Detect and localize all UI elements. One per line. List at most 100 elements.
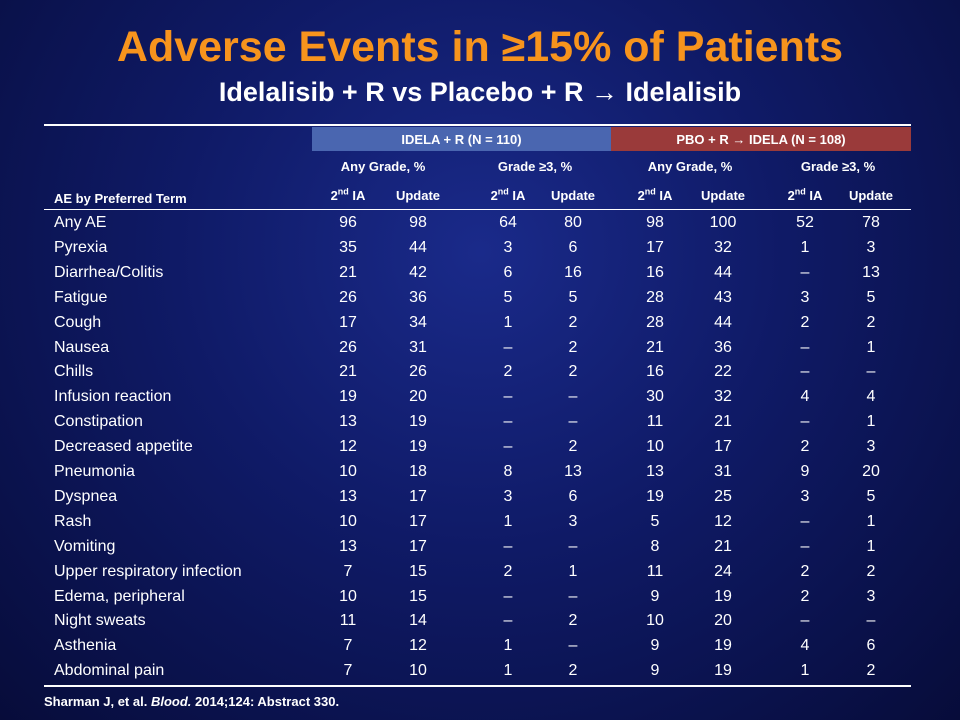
table-cell: 15: [409, 562, 427, 580]
subgroup-header: Any Grade, %: [647, 159, 733, 174]
table-cell: –: [568, 587, 578, 605]
ia-ordinal: nd: [794, 186, 806, 197]
citation: Sharman J, et al. Blood. 2014;124: Abstr…: [44, 694, 339, 709]
table-cell: 36: [714, 338, 732, 356]
table-cell: 2: [800, 438, 810, 456]
table-cell: 44: [409, 238, 427, 256]
table-cell: –: [503, 612, 513, 630]
ia-suffix: IA: [348, 188, 366, 203]
table-cell: 10: [646, 612, 664, 630]
ia-number: 2: [787, 188, 795, 203]
ia-number: 2: [637, 188, 645, 203]
ae-term: Any AE: [54, 214, 107, 231]
table-bottom-rule: [44, 685, 911, 687]
table-row: Rash 10 17 1 3 5 12 – 1: [0, 510, 960, 534]
table-cell: 9: [650, 662, 660, 680]
table-cell: 96: [339, 214, 357, 231]
table-cell: 1: [800, 662, 810, 680]
ia-suffix: IA: [655, 188, 673, 203]
subgroup-header: Any Grade, %: [340, 159, 426, 174]
table-cell: 3: [800, 288, 810, 306]
table-row: Asthenia 7 12 1 – 9 19 4 6: [0, 634, 960, 658]
ae-term: Abdominal pain: [54, 662, 165, 680]
table-cell: 78: [862, 214, 880, 231]
subgroup-header: Grade ≥3, %: [497, 159, 573, 174]
ae-term: Dyspnea: [54, 487, 118, 505]
table-cell: 21: [339, 263, 357, 281]
ia-suffix: IA: [508, 188, 526, 203]
table-cell: 8: [503, 463, 513, 480]
table-cell: 30: [646, 388, 664, 406]
table-cell: 6: [568, 238, 578, 256]
table-cell: 14: [409, 612, 427, 630]
table-cell: 19: [714, 662, 732, 680]
table-row: Chills 21 26 2 2 16 22– –: [0, 360, 960, 384]
table-cell: –: [800, 512, 810, 530]
table-cell: 4: [800, 637, 810, 655]
table-cell: 64: [499, 214, 517, 231]
table-cell: –: [800, 612, 810, 630]
table-cell: –: [503, 537, 513, 555]
table-cell: –: [800, 263, 810, 281]
table-cell: 5: [503, 288, 513, 306]
ae-term: Chills: [54, 363, 94, 381]
column-header-2nd-ia: 2nd IA: [313, 187, 383, 205]
column-header-2nd-ia: 2nd IA: [770, 187, 840, 205]
table-cell: 13: [564, 463, 582, 480]
table-cell: 22: [714, 363, 732, 381]
ae-term: Upper respiratory infection: [54, 562, 242, 580]
table-row: Night sweats 11 14 – 2 10 20 – –: [0, 609, 960, 633]
column-header-update: Update: [700, 188, 746, 203]
table-cell: 6: [568, 487, 578, 505]
table-cell: 26: [339, 288, 357, 306]
table-row: Abdominal pain 7 10 1 2 9 19 1 2: [0, 659, 960, 683]
table-row: Pyrexia 35 44 3 6 17 32 1 3: [0, 236, 960, 260]
ae-term: Infusion reaction: [54, 388, 172, 406]
table-cell: 21: [646, 338, 664, 356]
table-cell: 80: [564, 214, 582, 231]
table-row: Dyspnea 13 17 3 6 19 25 3 5: [0, 485, 960, 509]
table-cell: 3: [866, 587, 876, 605]
table-row: Diarrhea/Colitis 21 42 6 16 16 44 – 13: [0, 261, 960, 285]
table-cell: 2: [568, 612, 578, 630]
table-cell: 2: [568, 338, 578, 356]
ae-term: Cough: [54, 313, 102, 331]
table-cell: 3: [568, 512, 578, 530]
table-cell: 17: [714, 438, 732, 456]
header-divider: [44, 209, 911, 210]
table-cell: 2: [866, 562, 876, 580]
ae-term-header: AE by Preferred Term: [54, 191, 187, 206]
table-cell: 36: [409, 288, 427, 306]
table-cell: 9: [650, 587, 660, 605]
table-cell: 1: [866, 512, 876, 530]
table-cell: 26: [409, 363, 427, 381]
table-cell: 98: [409, 214, 427, 231]
table-cell: 19: [409, 413, 427, 431]
table-cell: 1: [503, 512, 513, 530]
table-cell: 12: [714, 512, 732, 530]
table-cell: 2: [866, 313, 876, 331]
ae-term: Nausea: [54, 338, 110, 356]
ia-number: 2: [330, 188, 338, 203]
table-cell: 1: [568, 562, 578, 580]
table-cell: 1: [866, 537, 876, 555]
table-cell: –: [568, 413, 578, 431]
table-cell: 12: [339, 438, 357, 456]
table-cell: 13: [339, 487, 357, 505]
table-cell: –: [866, 612, 876, 630]
table-cell: 5: [866, 487, 876, 505]
table-cell: 21: [714, 413, 732, 431]
table-row: Infusion reaction 19 20 – – 30 32 4 4: [0, 385, 960, 409]
table-cell: 6: [866, 637, 876, 655]
table-cell: 1: [503, 662, 513, 680]
table-cell: 4: [800, 388, 810, 406]
table-cell: 42: [409, 263, 427, 281]
table-cell: –: [568, 388, 578, 406]
table-row: Constipation 13 19 – – 11 21 – 1: [0, 410, 960, 434]
table-cell: 21: [339, 363, 357, 381]
table-cell: 9: [650, 637, 660, 655]
group-header-pbo: PBO + R → IDELA (N = 108): [611, 127, 911, 151]
table-cell: –: [800, 338, 810, 356]
table-cell: 19: [409, 438, 427, 456]
table-cell: 10: [409, 662, 427, 680]
